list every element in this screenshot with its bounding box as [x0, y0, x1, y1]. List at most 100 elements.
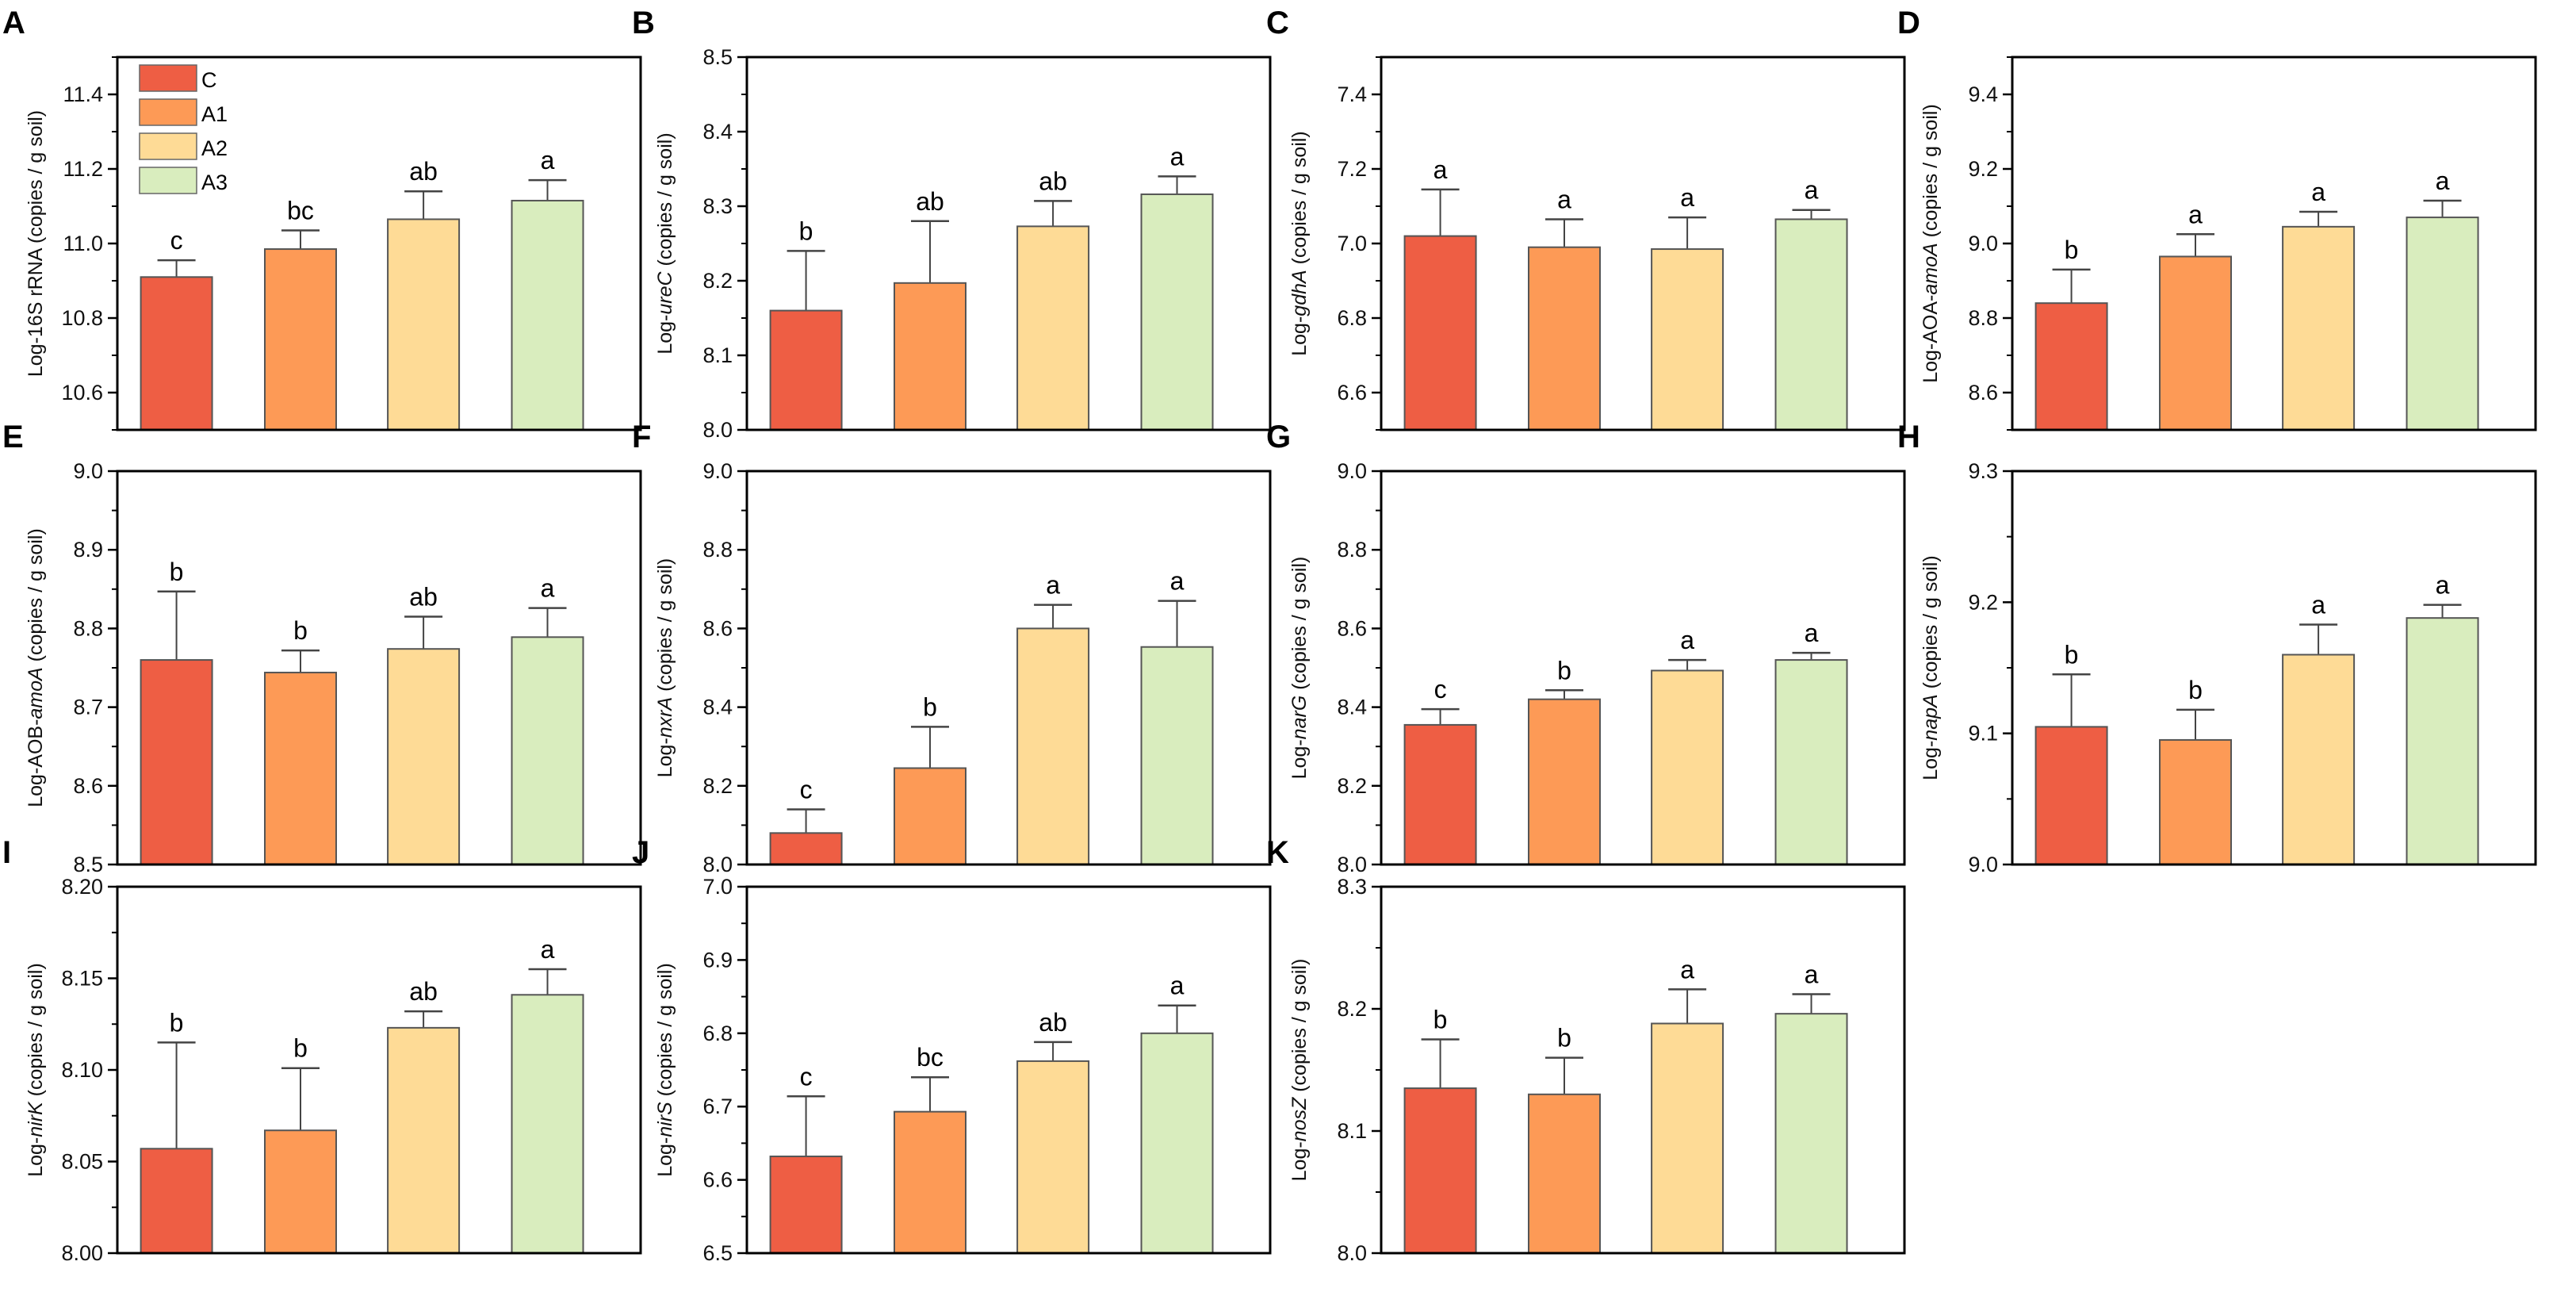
y-tick-label: 8.6: [1968, 381, 1998, 404]
y-axis-label: Log-nirS (copies / g soil): [654, 963, 676, 1177]
significance-label: a: [541, 935, 555, 964]
bar-a3: [2406, 217, 2479, 431]
significance-label: b: [799, 217, 813, 245]
panel-i: Ib b ab a 8.00 8.05 8.10 8.15 8.20 Log-nirK (copi…: [2, 835, 642, 1265]
significance-label: a: [541, 574, 555, 603]
bar-a2: [387, 1026, 461, 1254]
significance-label: a: [2311, 178, 2325, 206]
significance-label: bc: [917, 1043, 944, 1072]
y-label-suffix: (copies / g soil): [1920, 555, 1942, 694]
panel-letter: A: [2, 6, 25, 40]
bar-a2: [1016, 627, 1090, 866]
y-tick-label: 8.0: [702, 418, 733, 442]
y-label-prefix: Log-AOB-: [25, 719, 47, 807]
significance-label: b: [2065, 640, 2079, 669]
panel-d: Db a a a 8.6 8.8 9.0 9.2 9.4 Log-AOA-amoA (copies…: [1897, 6, 2537, 431]
bar-a1: [2159, 255, 2232, 431]
y-label-gene: gdhA: [1288, 270, 1311, 316]
y-tick-label: 8.7: [73, 696, 103, 719]
y-tick-label: 9.3: [1968, 459, 1998, 483]
panel-a: Ac bc ab a 10.6 10.8 11.0 11.2 11.4 Log-16S rRNA …: [2, 6, 642, 431]
y-label-suffix: (copies / g soil): [654, 132, 676, 271]
bar-a2: [1651, 248, 1724, 431]
panel-k: Kb b a a 8.0 8.1 8.2 8.3 Log-nosZ (copies / g so…: [1266, 835, 1906, 1265]
y-tick-label: 8.1: [1337, 1119, 1367, 1143]
y-tick-label: 7.2: [1337, 157, 1367, 181]
bar-a1: [894, 767, 966, 865]
bar-a2: [2282, 654, 2356, 865]
panel-letter: D: [1897, 6, 1920, 40]
significance-label: c: [800, 776, 813, 804]
y-tick-label: 8.00: [61, 1241, 103, 1265]
y-tick-label: 8.3: [702, 194, 733, 218]
panel-g: Gc b a a 8.0 8.2 8.4 8.6 8.8 9.0 Log-narG (copies …: [1266, 420, 1906, 876]
significance-label: b: [2188, 676, 2203, 704]
y-label-suffix: (copies / g soil): [1288, 131, 1311, 270]
y-tick-label: 8.2: [1337, 774, 1367, 798]
y-label-gene: nirK: [25, 1101, 47, 1137]
y-label-gene: amoA: [25, 667, 47, 719]
significance-label: ab: [916, 187, 944, 216]
y-tick-label: 6.6: [1337, 381, 1367, 404]
panel-letter: G: [1266, 420, 1291, 454]
y-tick-label: 10.8: [61, 306, 103, 330]
significance-label: a: [1433, 155, 1448, 184]
y-axis-label: Log-gdhA (copies / g soil): [1288, 131, 1311, 356]
bar-a3: [2406, 617, 2479, 865]
panel-f: Fc b a a 8.0 8.2 8.4 8.6 8.8 9.0 Log-nxrA (copies …: [632, 420, 1272, 876]
y-label-gene: nosZ: [1288, 1097, 1311, 1141]
y-tick-label: 10.6: [61, 381, 103, 404]
y-axis-label: Log-nosZ (copies / g soil): [1288, 959, 1311, 1182]
bar-a2: [387, 218, 461, 431]
legend-label: C: [201, 68, 217, 92]
bar-c: [140, 276, 213, 431]
significance-label: b: [293, 1034, 308, 1063]
bar-a3: [1140, 646, 1214, 865]
y-label-prefix: Log-: [25, 1137, 47, 1177]
y-label-suffix: (copies / g soil): [25, 528, 47, 667]
significance-label: a: [541, 146, 555, 174]
significance-label: ab: [409, 583, 438, 611]
y-tick-label: 8.4: [702, 696, 733, 719]
y-tick-label: 9.0: [1968, 853, 1998, 876]
y-tick-label: 6.8: [1337, 306, 1367, 330]
bar-c: [140, 1148, 213, 1254]
y-tick-label: 8.0: [702, 853, 733, 876]
bar-c: [769, 832, 843, 865]
y-tick-label: 8.6: [73, 774, 103, 798]
y-tick-label: 9.2: [1968, 157, 1998, 181]
y-tick-label: 7.4: [1337, 82, 1367, 106]
bar-a1: [264, 248, 337, 431]
significance-label: b: [170, 558, 184, 586]
y-tick-label: 7.0: [702, 875, 733, 899]
bar-c: [1403, 723, 1477, 865]
significance-label: a: [1170, 972, 1185, 1000]
significance-label: b: [2065, 236, 2079, 264]
significance-label: c: [800, 1062, 813, 1091]
y-label-prefix: Log-16S rRNA: [25, 247, 47, 377]
bar-a3: [1774, 218, 1848, 431]
significance-label: ab: [1039, 1008, 1067, 1037]
bar-a3: [511, 994, 584, 1255]
y-tick-label: 8.4: [1337, 696, 1367, 719]
bar-a1: [1528, 1093, 1601, 1255]
y-tick-label: 8.8: [702, 538, 733, 562]
bar-a2: [1016, 225, 1090, 431]
legend: C A1 A2 A3: [139, 64, 228, 194]
y-label-prefix: Log-AOA-: [1920, 295, 1942, 383]
significance-label: a: [1805, 960, 1819, 989]
bar-a1: [264, 1129, 337, 1254]
y-label-suffix: (copies / g soil): [1288, 959, 1311, 1098]
y-tick-label: 9.0: [702, 459, 733, 483]
y-label-gene: napA: [1920, 694, 1942, 740]
legend-label: A3: [201, 171, 228, 194]
y-tick-label: 11.2: [63, 157, 103, 181]
y-tick-label: 6.8: [702, 1022, 733, 1045]
y-tick-label: 8.8: [1337, 538, 1367, 562]
y-tick-label: 8.20: [61, 875, 103, 899]
bar-c: [769, 1156, 843, 1254]
y-tick-label: 9.4: [1968, 82, 1998, 106]
y-tick-label: 6.9: [702, 948, 733, 972]
significance-label: a: [2436, 167, 2450, 195]
significance-label: a: [1046, 571, 1060, 600]
